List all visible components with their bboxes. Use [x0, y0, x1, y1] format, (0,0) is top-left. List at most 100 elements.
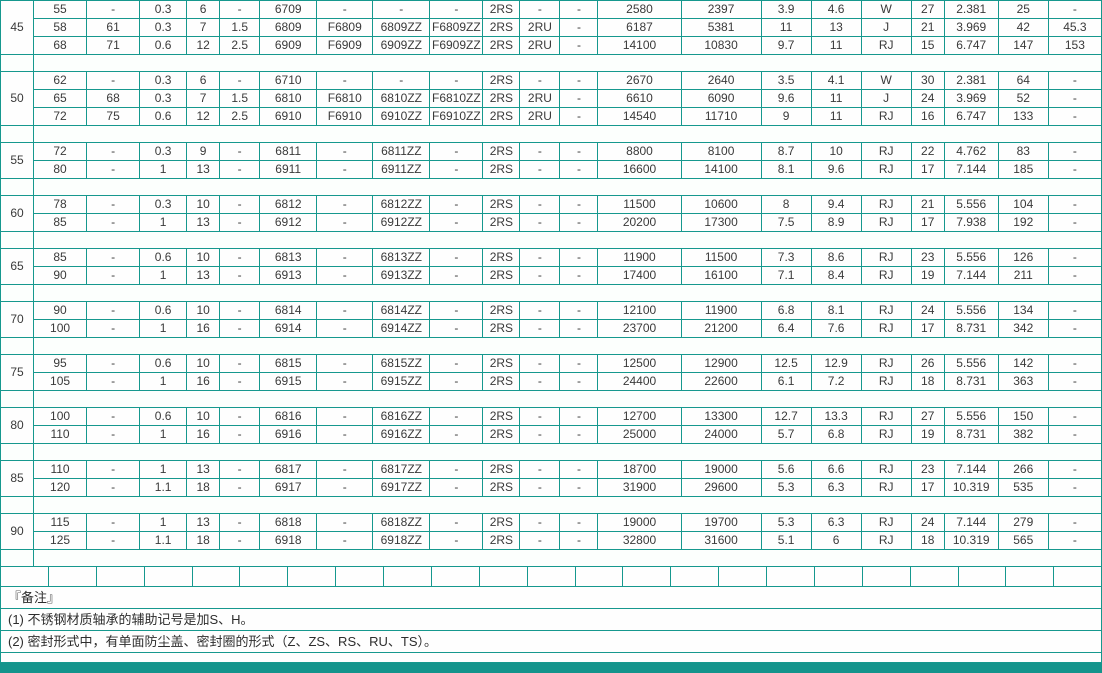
spec-cell: 14100 [597, 36, 682, 55]
spec-cell: 2RS [482, 195, 521, 214]
spec-cell: - [316, 0, 374, 19]
spec-cell: - [316, 71, 374, 90]
spec-cell: - [219, 478, 261, 497]
spec-cell: 42 [997, 18, 1049, 37]
spec-cell: 2RS [482, 460, 521, 479]
spec-cell: 21 [910, 18, 945, 37]
separator-cell [0, 231, 35, 249]
spec-cell: - [86, 319, 141, 338]
spec-cell: 2RS [482, 354, 521, 373]
spec-cell: 0.6 [139, 248, 188, 267]
spec-cell: - [219, 142, 261, 161]
spec-cell: - [219, 71, 261, 90]
empty-cell [623, 567, 672, 586]
spec-cell: 6.8 [810, 425, 862, 444]
spec-cell: - [316, 266, 374, 285]
spec-cell: - [559, 478, 599, 497]
spec-cell: 279 [997, 513, 1049, 532]
spec-cell: 45.3 [1047, 18, 1102, 37]
spec-cell: 13 [186, 513, 221, 532]
spec-cell: 133 [997, 107, 1049, 126]
spec-cell: - [316, 142, 374, 161]
spec-cell: 5.7 [760, 425, 812, 444]
separator-cell [0, 390, 35, 408]
separator-cell [0, 54, 35, 72]
spec-cell: 2.5 [219, 107, 261, 126]
spec-cell: 6.1 [760, 372, 812, 391]
spec-cell: - [86, 0, 141, 19]
spec-cell: 2RS [482, 18, 521, 37]
empty-cell [240, 567, 289, 586]
spec-cell: 6912ZZ [372, 213, 431, 232]
spec-cell: 13 [186, 266, 221, 285]
separator-cell [33, 337, 1102, 355]
bore-group-label: 65 [0, 248, 35, 285]
spec-row: 110-1 16-6916-6916ZZ -2RS - -25000 24000 5.7 6.… [1, 425, 1102, 444]
spec-cell: - [429, 71, 484, 90]
spec-cell: RJ [860, 478, 912, 497]
spec-cell: 7.2 [810, 372, 862, 391]
spec-row: 50 62-0.3 6-6710- - -2RS - -2670 2640 3.5 4.1 W 30 2… [0, 71, 1102, 126]
spec-cell: 5381 [680, 18, 762, 37]
spec-cell: - [316, 513, 374, 532]
spec-cell: 24 [910, 301, 945, 320]
spec-cell: 5.556 [943, 354, 999, 373]
spec-cell: - [519, 160, 561, 179]
empty-cell [1054, 567, 1101, 586]
spec-cell: 211 [997, 266, 1049, 285]
spec-cell: - [559, 71, 599, 90]
spec-cell: 153 [1047, 36, 1102, 55]
spec-cell: - [559, 107, 599, 126]
spec-cell: - [219, 195, 261, 214]
spec-cell: - [86, 301, 141, 320]
separator-cell [0, 337, 35, 355]
spec-cell: 90 [33, 301, 88, 320]
note-item-2: (2) 密封形式中，有单面防尘盖、密封圈的形式（Z、ZS、RS、RU、TS）。 [0, 631, 1102, 653]
spec-cell: 6813ZZ [372, 248, 431, 267]
spec-cell: 7.6 [810, 319, 862, 338]
separator-cell [33, 443, 1102, 461]
bearing-spec-table: 45 55-0.3 6-6709- - -2RS - -2580 2397 3.9 4.6 W 27 2… [0, 0, 1102, 567]
spec-row: 55 72-0.3 9-6811-6811ZZ -2RS - -8800 8100 8.7 10… [0, 142, 1102, 179]
spec-cell: 2.5 [219, 36, 261, 55]
spec-cell: - [86, 160, 141, 179]
spec-cell: W [860, 0, 912, 19]
spec-cell: 25 [997, 0, 1049, 19]
spec-cell: - [559, 319, 599, 338]
empty-cell [671, 567, 720, 586]
spec-cell: - [316, 301, 374, 320]
spec-row: 60 78-0.3 10-6812-6812ZZ -2RS - -11500 10600 8 9… [0, 195, 1102, 232]
spec-cell: - [316, 213, 374, 232]
spec-cell: 11 [810, 36, 862, 55]
spec-cell: - [519, 301, 561, 320]
spec-cell: 11500 [597, 195, 682, 214]
spec-cell: - [519, 478, 561, 497]
spec-cell: 11 [760, 18, 812, 37]
spec-cell: 2RS [482, 301, 521, 320]
spec-cell: 0.6 [139, 301, 188, 320]
spec-cell: 6914 [259, 319, 318, 338]
spec-cell: - [86, 195, 141, 214]
spec-cell: 8.9 [810, 213, 862, 232]
spec-cell: 85 [33, 213, 88, 232]
spec-cell: 10830 [680, 36, 762, 55]
spec-cell: 6810ZZ [372, 89, 431, 108]
spec-cell: - [429, 301, 484, 320]
spec-cell: 18700 [597, 460, 682, 479]
spec-cell: 12700 [597, 407, 682, 426]
spec-cell: - [86, 213, 141, 232]
spec-cell: 7.938 [943, 213, 999, 232]
spec-cell: 7.3 [760, 248, 812, 267]
spec-cell: 7.5 [760, 213, 812, 232]
spec-cell: 18 [910, 372, 945, 391]
spec-cell: - [1047, 478, 1102, 497]
spec-cell: - [1047, 319, 1102, 338]
spec-cell: 147 [997, 36, 1049, 55]
spec-cell: RJ [860, 142, 912, 161]
spec-cell: 23 [910, 460, 945, 479]
spec-cell: RJ [860, 407, 912, 426]
spec-cell: 72 [33, 107, 88, 126]
spec-cell: 6913 [259, 266, 318, 285]
spec-cell: 17300 [680, 213, 762, 232]
spec-cell: 9.7 [760, 36, 812, 55]
